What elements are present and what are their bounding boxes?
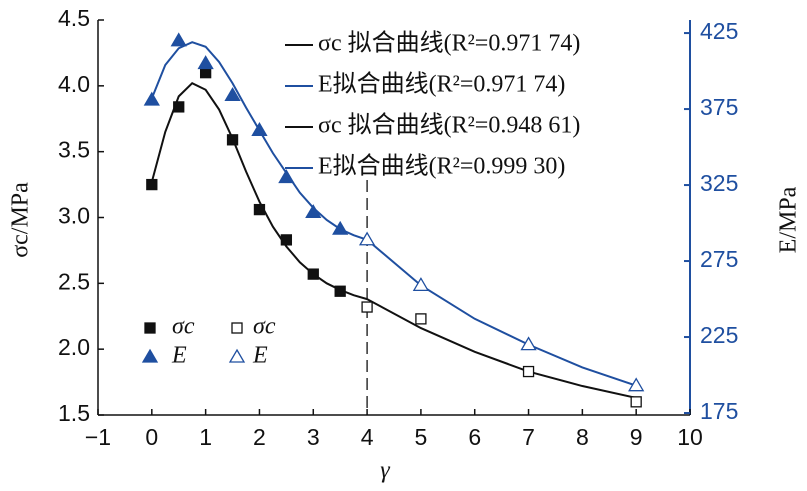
fit-line xyxy=(366,298,637,399)
x-tick-label: 4 xyxy=(361,424,374,450)
legend-label: σc xyxy=(253,314,276,340)
x-tick-label: −1 xyxy=(85,424,111,450)
data-point xyxy=(224,87,241,102)
y-tick-label: 4.5 xyxy=(58,5,90,31)
y2-tick-label: 325 xyxy=(700,170,738,196)
legend-marker xyxy=(141,348,159,363)
legend-label: E拟合曲线(R²=0.971 74) xyxy=(318,71,565,98)
data-point xyxy=(197,55,214,70)
x-tick-label: 9 xyxy=(630,424,643,450)
x-axis-label: γ xyxy=(380,458,390,484)
legend-label: σc 拟合曲线(R²=0.948 61) xyxy=(318,112,580,139)
legend-label: E拟合曲线(R²=0.999 30) xyxy=(318,153,565,180)
legend-label: σc 拟合曲线(R²=0.971 74) xyxy=(318,30,580,57)
data-point xyxy=(412,277,430,292)
x-tick-label: 10 xyxy=(677,424,703,450)
data-point xyxy=(630,396,642,408)
data-point xyxy=(173,101,185,113)
data-point xyxy=(334,285,346,297)
data-point xyxy=(361,301,373,313)
fit-line xyxy=(366,239,637,387)
legend-label: σc xyxy=(172,314,195,340)
y-tick-label: 4.0 xyxy=(58,71,90,97)
y-axis-label: σc/MPa xyxy=(8,182,34,258)
y2-tick-label: 175 xyxy=(700,398,738,424)
y-tick-label: 1.5 xyxy=(58,400,90,426)
data-point xyxy=(170,32,187,47)
data-point xyxy=(358,231,376,246)
data-point xyxy=(251,122,268,136)
y-tick-label: 2.0 xyxy=(58,334,90,360)
y-tick-label: 3.5 xyxy=(58,137,90,163)
x-tick-label: 0 xyxy=(145,424,158,450)
y-tick-label: 2.5 xyxy=(58,268,90,294)
data-point xyxy=(307,268,319,280)
y2-tick-label: 375 xyxy=(700,94,738,120)
x-tick-label: 5 xyxy=(415,424,428,450)
fit-line xyxy=(150,81,368,301)
data-point xyxy=(143,91,160,106)
legend-marker xyxy=(144,322,156,334)
data-point xyxy=(332,220,349,235)
x-tick-label: 2 xyxy=(253,424,266,450)
legend-marker xyxy=(228,348,246,363)
data-point xyxy=(278,169,295,184)
data-point xyxy=(415,313,427,325)
y2-tick-label: 425 xyxy=(700,18,738,44)
data-point xyxy=(280,234,293,246)
x-tick-label: 3 xyxy=(307,424,320,450)
data-point xyxy=(226,134,239,146)
x-tick-label: 1 xyxy=(199,424,212,450)
y2-axis-label: E/MPa xyxy=(776,186,802,253)
data-point xyxy=(522,365,535,378)
legend-marker xyxy=(231,322,243,334)
y-tick-label: 3.0 xyxy=(58,203,90,229)
data-point xyxy=(520,336,537,351)
legend-label: E xyxy=(252,343,268,369)
data-point xyxy=(305,204,322,219)
legend-label: E xyxy=(171,343,187,369)
data-point xyxy=(628,377,645,392)
x-tick-label: 8 xyxy=(576,424,589,450)
data-point xyxy=(253,203,266,216)
x-tick-label: 7 xyxy=(522,424,535,450)
x-tick-label: 6 xyxy=(468,424,481,450)
data-point xyxy=(146,178,158,191)
y2-tick-label: 225 xyxy=(700,322,738,348)
y2-tick-label: 275 xyxy=(700,246,738,272)
data-point xyxy=(199,67,212,79)
